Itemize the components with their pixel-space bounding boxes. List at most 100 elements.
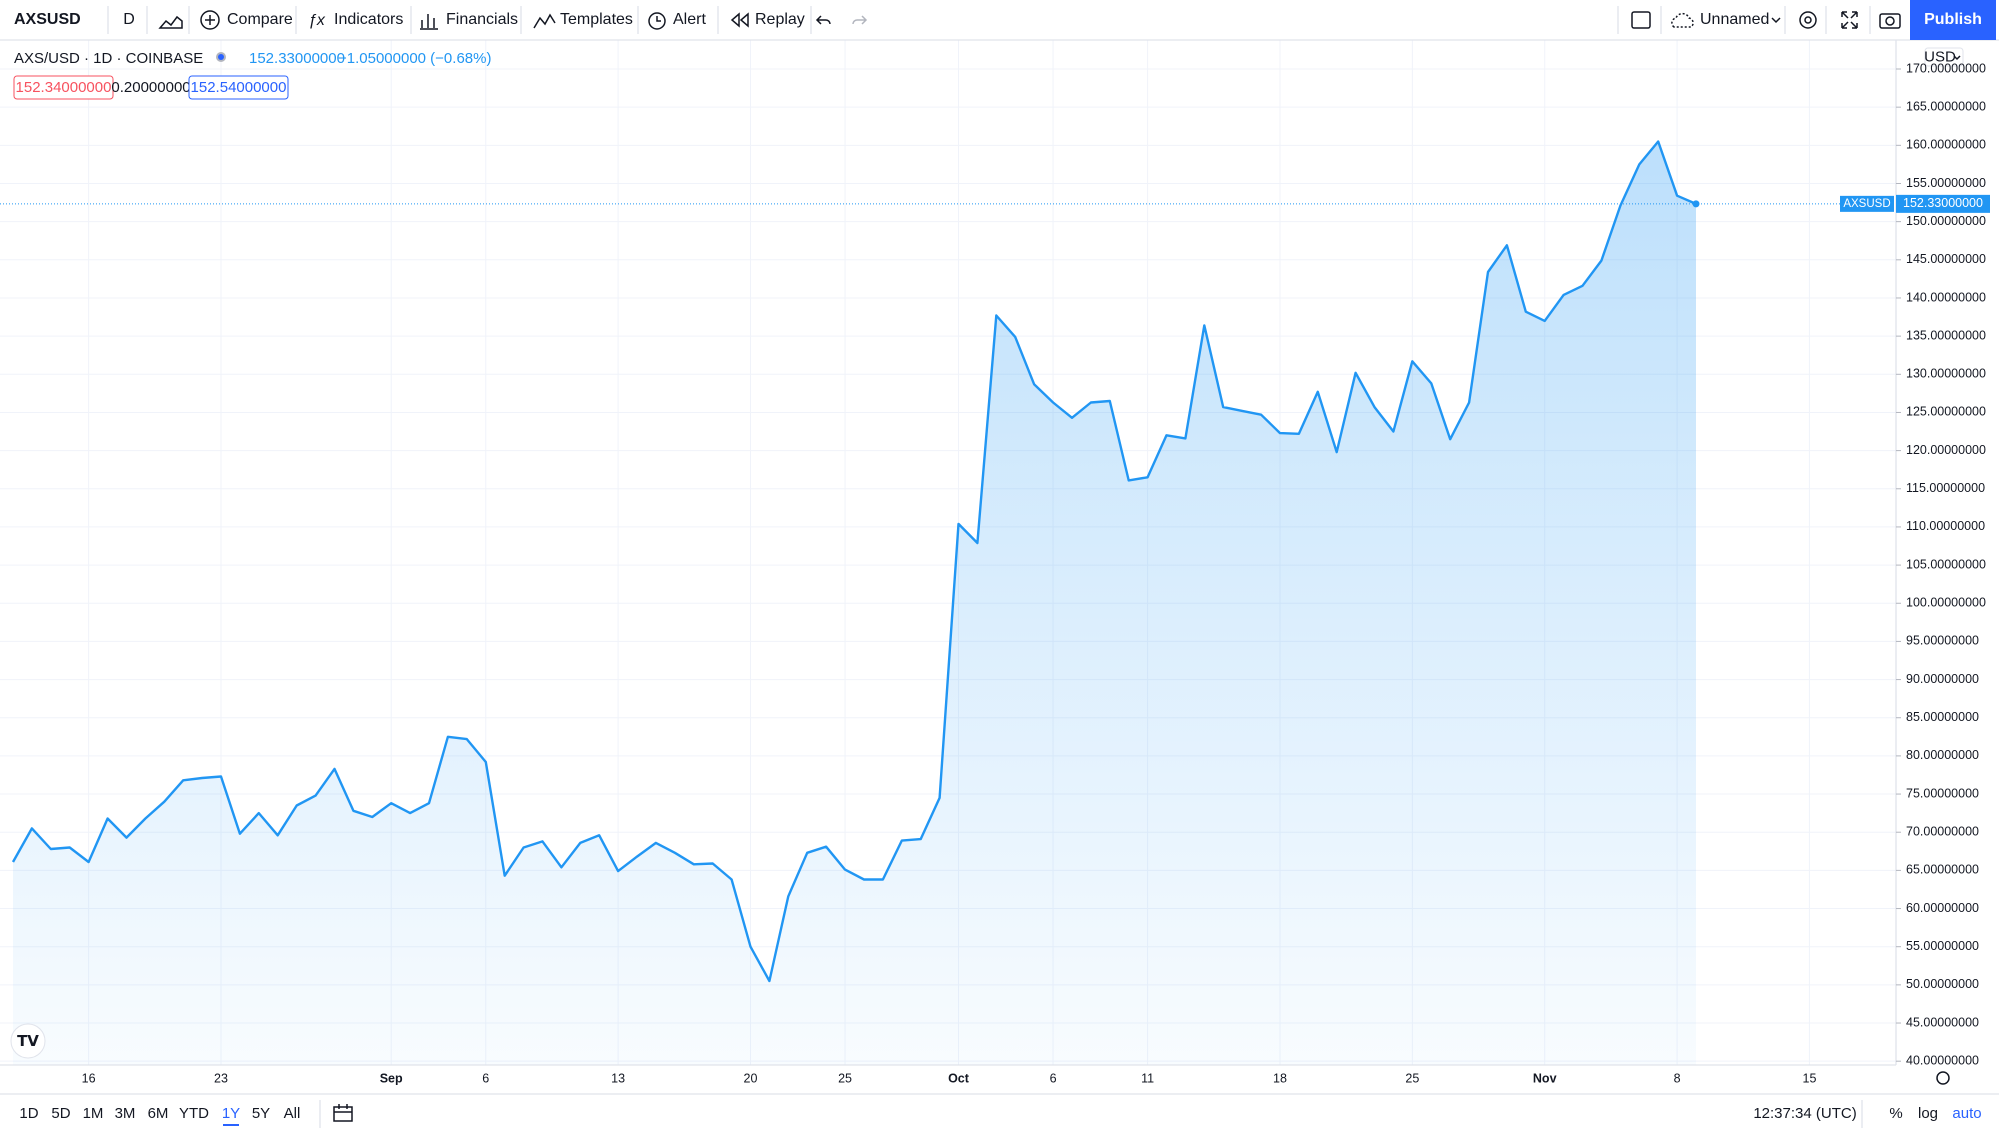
snapshot-icon-lens bbox=[1885, 16, 1895, 26]
toolbar: AXSUSD D Compare ƒx Indicators Financial… bbox=[0, 0, 1999, 41]
tv-logo-bg[interactable] bbox=[10, 1023, 46, 1059]
y-tick-label: 70.00000000 bbox=[1906, 825, 1979, 839]
log-toggle[interactable]: log bbox=[1918, 1105, 1938, 1122]
bid-box bbox=[13, 75, 114, 100]
plot-area bbox=[0, 40, 1896, 1065]
symbol-button[interactable]: AXSUSD bbox=[14, 11, 81, 28]
x-tick-label: 6 bbox=[482, 1071, 489, 1085]
y-tick-label: 150.00000000 bbox=[1906, 214, 1986, 228]
publish-button[interactable] bbox=[1910, 0, 1996, 40]
alert-icon[interactable] bbox=[648, 12, 666, 30]
spread: 0.20000000 bbox=[111, 79, 190, 96]
settings-button[interactable] bbox=[1799, 11, 1817, 29]
compare-button[interactable]: Compare bbox=[227, 11, 293, 28]
layout-dropdown[interactable] bbox=[1771, 17, 1781, 24]
templates-icon[interactable] bbox=[533, 13, 556, 29]
y-tick-label: 110.00000000 bbox=[1906, 519, 1985, 533]
y-tick-label: 95.00000000 bbox=[1906, 634, 1979, 648]
x-tick-label: 8 bbox=[1674, 1071, 1681, 1085]
percent-toggle[interactable]: % bbox=[1889, 1105, 1902, 1122]
y-tick-label: 145.00000000 bbox=[1906, 252, 1986, 266]
price-tag-label: 152.33000000 bbox=[1903, 196, 1983, 210]
x-tick-label: Nov bbox=[1533, 1071, 1557, 1085]
range-button[interactable]: 1D bbox=[19, 1105, 38, 1122]
publish-label[interactable]: Publish bbox=[1924, 11, 1982, 28]
templates-button[interactable]: Templates bbox=[560, 11, 633, 28]
bottom-bar: 12:37:34 (UTC) % log auto 1D 5D 1M 3M 6M YTD 1… bbox=[19, 1100, 1982, 1128]
range-button[interactable]: 5Y bbox=[252, 1105, 270, 1122]
interval-button[interactable]: D bbox=[123, 11, 135, 28]
x-tick-label: 18 bbox=[1273, 1071, 1287, 1085]
date-range-button[interactable] bbox=[333, 1104, 353, 1122]
x-tick-label: 25 bbox=[1405, 1071, 1419, 1085]
redo-button[interactable] bbox=[852, 15, 868, 25]
y-tick-label: 50.00000000 bbox=[1906, 977, 1979, 991]
axis-settings-button[interactable] bbox=[1936, 1071, 1950, 1085]
undo-button[interactable] bbox=[815, 15, 831, 25]
range-button[interactable]: 1Y bbox=[222, 1105, 240, 1122]
range-button[interactable]: YTD bbox=[179, 1105, 209, 1122]
alert-icon-hands bbox=[656, 16, 661, 22]
cloud-icon[interactable] bbox=[1671, 12, 1694, 28]
currency-label[interactable]: USD bbox=[1924, 48, 1956, 65]
price-tag bbox=[1896, 194, 1990, 213]
compare-icon[interactable] bbox=[200, 10, 220, 30]
financials-icon[interactable] bbox=[420, 14, 438, 30]
alert-button[interactable]: Alert bbox=[673, 11, 706, 28]
financials-button[interactable]: Financials bbox=[446, 11, 518, 28]
currency-dropdown bbox=[1953, 55, 1961, 61]
x-tick-label: Sep bbox=[380, 1071, 403, 1085]
bid-price: 152.34000000 bbox=[16, 79, 112, 96]
y-tick-label: 90.00000000 bbox=[1906, 672, 1979, 686]
x-tick-label: Oct bbox=[948, 1071, 970, 1085]
y-tick-label: 45.00000000 bbox=[1906, 1015, 1979, 1029]
layout-name-button[interactable]: Unnamed bbox=[1700, 11, 1769, 28]
legend-title: AXS/USD · 1D · COINBASE bbox=[14, 50, 203, 67]
range-button[interactable]: 3M bbox=[115, 1105, 136, 1122]
chart-style-button[interactable] bbox=[158, 15, 183, 29]
x-tick-label: 16 bbox=[82, 1071, 96, 1085]
indicators-button[interactable]: Indicators bbox=[334, 11, 403, 28]
legend-last: 152.33000000 bbox=[249, 50, 345, 67]
y-tick-label: 135.00000000 bbox=[1906, 328, 1986, 342]
y-tick-label: 170.00000000 bbox=[1906, 61, 1986, 75]
symbol-tag bbox=[1840, 195, 1894, 212]
y-tick-label: 40.00000000 bbox=[1906, 1053, 1979, 1067]
x-tick-label: 11 bbox=[1141, 1071, 1154, 1085]
range-button[interactable]: All bbox=[284, 1105, 301, 1122]
y-tick-label: 65.00000000 bbox=[1906, 863, 1979, 877]
y-tick-label: 105.00000000 bbox=[1906, 557, 1986, 571]
y-tick-label: 115.00000000 bbox=[1906, 481, 1985, 495]
range-button[interactable]: 5D bbox=[51, 1105, 70, 1122]
last-price-dot bbox=[1692, 200, 1700, 208]
fullscreen-button[interactable] bbox=[1841, 11, 1858, 29]
compare-icon-plus bbox=[205, 15, 215, 25]
ask-box bbox=[188, 75, 289, 100]
tv-logo[interactable]: 𝗧𝗩 bbox=[17, 1033, 39, 1050]
legend: AXS/USD · 1D · COINBASE 152.33000000 −1.… bbox=[13, 50, 491, 100]
snapshot-button[interactable] bbox=[1879, 13, 1901, 29]
indicators-icon[interactable]: ƒx bbox=[308, 12, 326, 29]
x-tick-label: 6 bbox=[1050, 1071, 1057, 1085]
y-tick-label: 155.00000000 bbox=[1906, 176, 1986, 190]
range-button[interactable]: 1M bbox=[83, 1105, 104, 1122]
currency-button[interactable] bbox=[1924, 47, 1964, 67]
replay-button[interactable]: Replay bbox=[755, 11, 805, 28]
ask-price: 152.54000000 bbox=[191, 79, 287, 96]
y-tick-label: 130.00000000 bbox=[1906, 367, 1986, 381]
settings-icon-core bbox=[1804, 16, 1812, 24]
symbol-tag-label: AXSUSD bbox=[1843, 198, 1890, 210]
auto-toggle[interactable]: auto bbox=[1952, 1105, 1981, 1122]
y-tick-label: 75.00000000 bbox=[1906, 786, 1979, 800]
clock[interactable]: 12:37:34 (UTC) bbox=[1753, 1105, 1856, 1122]
x-tick-label: 23 bbox=[214, 1071, 228, 1085]
x-tick-label: 13 bbox=[611, 1071, 625, 1085]
y-tick-label: 100.00000000 bbox=[1906, 596, 1986, 610]
replay-icon[interactable] bbox=[730, 12, 749, 28]
legend-change: −1.05000000 (−0.68%) bbox=[338, 50, 491, 67]
range-button[interactable]: 6M bbox=[148, 1105, 169, 1122]
layout-button[interactable] bbox=[1631, 11, 1651, 29]
y-tick-label: 165.00000000 bbox=[1906, 99, 1986, 113]
